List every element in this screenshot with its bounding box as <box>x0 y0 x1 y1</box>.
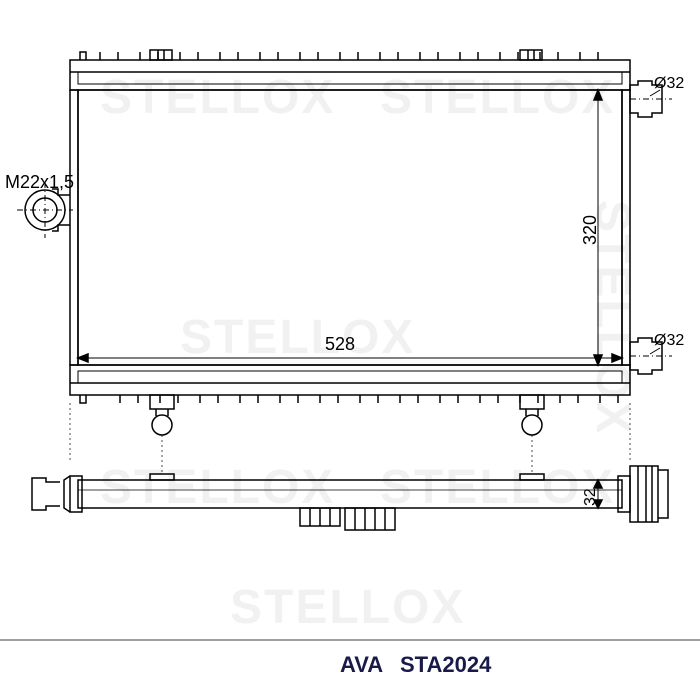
diagram-container: STELLOX STELLOX STELLOX STELLOX STELLOX … <box>0 0 700 700</box>
width-label: 528 <box>325 334 355 355</box>
bottom-tank-rect <box>70 365 630 395</box>
dia-top-label: Ø32 <box>654 75 684 93</box>
mount-bot-left <box>150 395 174 435</box>
height-label: 320 <box>580 215 601 245</box>
thread-label: M22x1,5 <box>5 172 74 193</box>
dia-bot-label: Ø32 <box>654 332 684 350</box>
bottom-tabs <box>80 395 618 403</box>
dim-width <box>78 90 622 365</box>
top-tank-rect <box>70 60 630 90</box>
thick-label: 32 <box>582 488 600 506</box>
top-view <box>32 466 668 530</box>
partno-label: STA2024 <box>400 652 491 678</box>
core-rect <box>78 90 622 365</box>
brand-label: AVA <box>340 652 383 678</box>
mount-top-left <box>150 50 172 60</box>
mount-top-right <box>520 50 542 60</box>
mount-bot-right <box>520 395 544 435</box>
